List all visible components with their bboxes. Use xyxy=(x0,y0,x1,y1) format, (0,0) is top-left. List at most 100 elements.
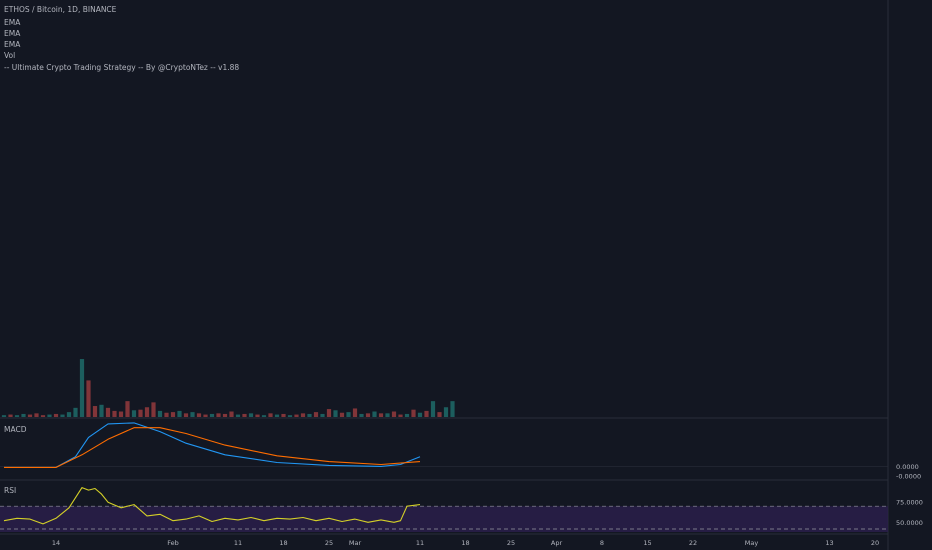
volume-bar xyxy=(118,411,124,417)
volume-bar xyxy=(326,409,332,417)
volume-bar xyxy=(287,415,293,417)
rsi-tick-label: 50.0000 xyxy=(896,519,923,527)
time-tick-label: 25 xyxy=(325,539,333,547)
volume-bars xyxy=(1,359,455,417)
volume-bar xyxy=(21,413,26,417)
volume-bar xyxy=(424,410,429,417)
volume-bar xyxy=(40,415,46,417)
volume-bar xyxy=(27,414,33,417)
time-tick-label: 18 xyxy=(279,539,287,547)
volume-bar xyxy=(79,359,85,417)
volume-bar xyxy=(261,415,267,417)
volume-bar xyxy=(66,412,72,417)
volume-bar xyxy=(365,413,371,417)
volume-bar xyxy=(47,414,52,417)
volume-bar xyxy=(99,404,104,417)
volume-bar xyxy=(86,380,91,417)
symbol-title[interactable]: ETHOS / Bitcoin, 1D, BINANCE xyxy=(4,5,117,14)
volume-bar xyxy=(391,411,397,417)
volume-bar xyxy=(125,401,130,417)
volume-bar xyxy=(378,413,384,417)
rsi-pane[interactable] xyxy=(0,487,888,532)
volume-bar xyxy=(229,411,234,417)
volume-bar xyxy=(138,409,143,417)
volume-bar xyxy=(170,412,176,417)
volume-bar xyxy=(73,407,78,417)
volume-bar xyxy=(157,410,163,417)
time-tick-label: 20 xyxy=(871,539,879,547)
volume-bar xyxy=(294,414,299,417)
volume-bar xyxy=(443,407,449,417)
volume-bar xyxy=(339,412,345,417)
volume-bar xyxy=(352,408,358,417)
indicator-ema-2[interactable]: EMA xyxy=(4,29,21,38)
indicator-strategy[interactable]: -- Ultimate Crypto Trading Strategy -- B… xyxy=(4,63,239,72)
volume-bar xyxy=(242,413,247,417)
volume-bar xyxy=(183,413,189,417)
rsi-tick-label: 75.0000 xyxy=(896,499,923,507)
macd-tick-label: -0.0000 xyxy=(896,473,921,481)
volume-bar xyxy=(60,414,65,417)
volume-bar xyxy=(8,414,13,417)
volume-bar xyxy=(398,414,403,417)
time-tick-label: Feb xyxy=(167,539,179,547)
volume-bar xyxy=(281,413,286,417)
volume-bar xyxy=(430,401,436,417)
time-tick-label: 14 xyxy=(52,539,60,547)
volume-bar xyxy=(112,410,117,417)
volume-bar xyxy=(248,413,254,417)
volume-bar xyxy=(151,402,156,417)
volume-bar xyxy=(144,407,150,417)
volume-bar xyxy=(300,413,306,417)
volume-bar xyxy=(105,407,111,417)
volume-bar xyxy=(53,413,59,417)
macd-pane[interactable] xyxy=(0,422,888,468)
time-tick-label: 18 xyxy=(461,539,469,547)
volume-bar xyxy=(450,401,455,417)
volume-bar xyxy=(372,411,377,417)
volume-bar xyxy=(255,414,260,417)
indicator-ema-1[interactable]: EMA xyxy=(4,18,21,27)
rsi-label[interactable]: RSI xyxy=(4,486,16,495)
time-tick-label: 11 xyxy=(234,539,242,547)
volume-bar xyxy=(222,413,228,417)
chart-legend: ETHOS / Bitcoin, 1D, BINANCE EMA EMA EMA… xyxy=(4,5,239,495)
volume-bar xyxy=(190,412,195,417)
volume-bar xyxy=(346,412,351,417)
time-tick-label: 22 xyxy=(689,539,697,547)
time-tick-label: 13 xyxy=(825,539,833,547)
volume-bar xyxy=(14,415,20,417)
volume-bar xyxy=(164,412,169,417)
macd-label[interactable]: MACD xyxy=(4,425,27,434)
volume-bar xyxy=(216,413,221,417)
volume-bar xyxy=(437,412,442,417)
time-tick-label: 25 xyxy=(507,539,515,547)
indicator-ema-3[interactable]: EMA xyxy=(4,40,21,49)
volume-bar xyxy=(92,406,98,417)
volume-bar xyxy=(1,415,7,417)
time-axis[interactable]: 14 Feb 11 18 25 Mar 11 18 25 Apr 8 15 22 May 13 20 xyxy=(52,539,879,547)
volume-bar xyxy=(307,413,312,417)
volume-bar xyxy=(235,414,241,417)
time-tick-label: 15 xyxy=(643,539,651,547)
indicator-vol[interactable]: Vol xyxy=(4,51,15,60)
volume-bar xyxy=(34,413,39,417)
volume-bar xyxy=(385,413,390,417)
volume-bar xyxy=(333,410,338,417)
volume-bar xyxy=(203,414,208,417)
macd-tick-label: 0.0000 xyxy=(896,463,919,471)
volume-bar xyxy=(196,413,202,417)
volume-bar xyxy=(411,409,416,417)
volume-bar xyxy=(417,412,423,417)
time-tick-label: 8 xyxy=(600,539,604,547)
time-tick-label: 11 xyxy=(416,539,424,547)
price-axis[interactable]: 0.000074520.000064160.000057210.00005030… xyxy=(890,0,932,527)
time-tick-label: Mar xyxy=(349,539,362,547)
time-tick-label: May xyxy=(745,539,759,547)
volume-bar xyxy=(274,414,280,417)
macd-signal-line xyxy=(4,427,421,468)
volume-bar xyxy=(268,413,273,417)
rsi-line xyxy=(3,487,421,525)
